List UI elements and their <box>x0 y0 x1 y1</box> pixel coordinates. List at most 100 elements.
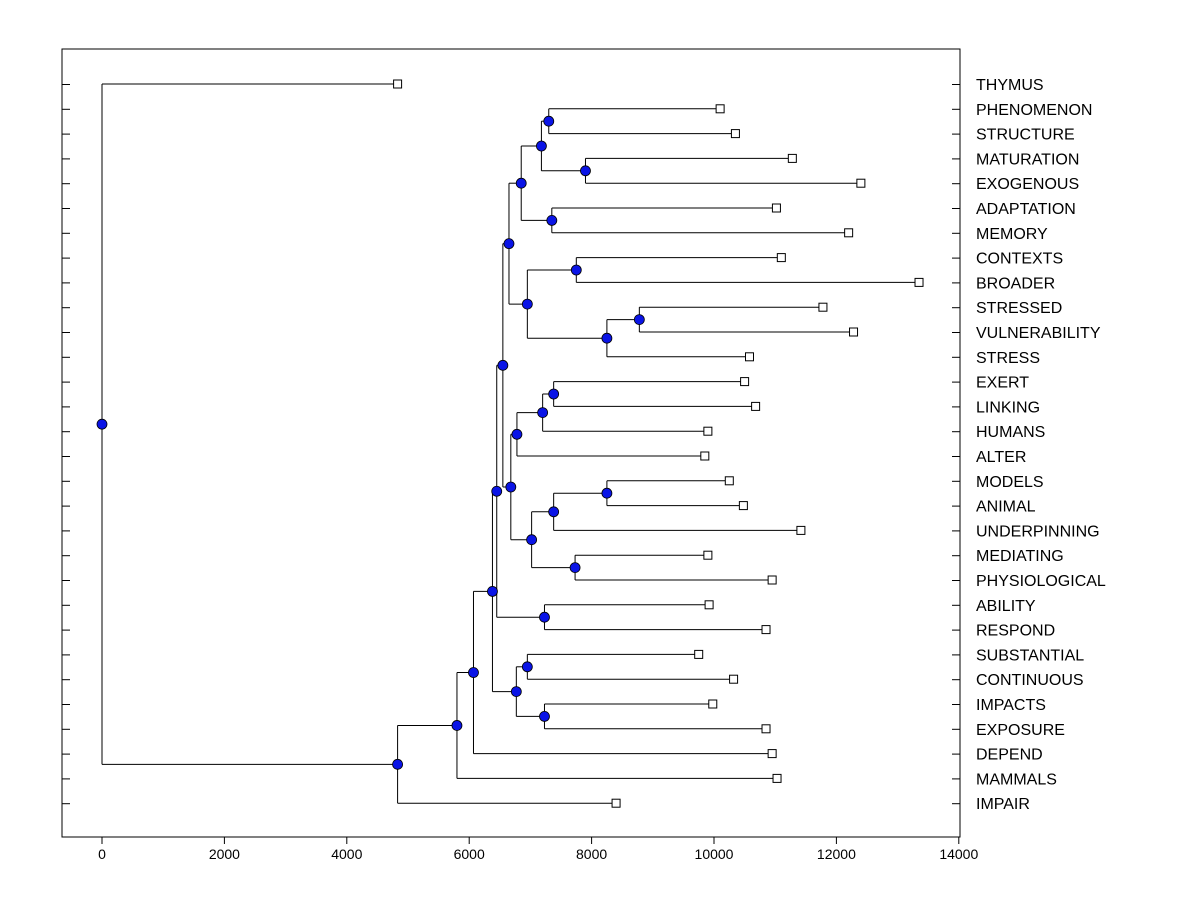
x-tick-label-6000: 6000 <box>454 846 485 862</box>
leaf-label-vulnerability: VULNERABILITY <box>976 325 1101 342</box>
leaf-marker-ability <box>704 600 714 610</box>
merge-node-n7 <box>633 314 645 326</box>
x-tick-label-10000: 10000 <box>695 846 734 862</box>
leaf-label-thymus: THYMUS <box>976 77 1044 94</box>
merge-node-n28 <box>392 758 403 770</box>
leaf-marker-memory <box>844 228 854 238</box>
leaf-label-underpinning: UNDERPINNING <box>976 523 1100 540</box>
leaf-label-animal: ANIMAL <box>976 499 1036 516</box>
x-axis: 0 2000 4000 6000 8000 10000 12000 14000 <box>98 837 978 862</box>
leaf-label-impacts: IMPACTS <box>976 697 1046 714</box>
leaf-marker-broader <box>914 277 924 287</box>
tree-layer <box>96 79 924 808</box>
leaf-label-stress: STRESS <box>976 350 1040 367</box>
merge-node-n13 <box>511 428 523 440</box>
leaf-marker-animal <box>738 501 748 511</box>
leaf-label-structure: STRUCTURE <box>976 127 1075 144</box>
leaf-label-continuous: CONTINUOUS <box>976 672 1084 689</box>
x-tick-label-2000: 2000 <box>209 846 240 862</box>
merge-node-n26 <box>468 667 479 678</box>
merge-node-n5 <box>515 177 527 189</box>
leaf-marker-substantial <box>694 649 704 659</box>
merge-node-n9 <box>521 298 533 310</box>
leaf-marker-continuous <box>729 674 739 684</box>
leaf-label-linking: LINKING <box>976 399 1040 416</box>
leaf-marker-alter <box>700 451 710 461</box>
leaf-label-phenomenon: PHENOMENON <box>976 102 1092 119</box>
leaf-marker-humans <box>703 426 713 436</box>
leaf-marker-thymus <box>393 79 403 89</box>
merge-node-n1 <box>543 115 555 127</box>
x-tick-label-0: 0 <box>98 846 106 862</box>
merge-node-n8 <box>601 332 613 344</box>
merge-node-n24 <box>510 686 522 697</box>
merge-node-n11 <box>548 388 560 400</box>
merge-node-n20 <box>539 611 550 623</box>
leaf-label-maturation: MATURATION <box>976 151 1079 168</box>
merge-node-n15 <box>548 506 560 518</box>
leaf-marker-mammals <box>772 773 782 783</box>
leaf-marker-exert <box>740 377 750 387</box>
leaf-marker-mediating <box>703 550 713 560</box>
merge-node-n18 <box>505 481 517 493</box>
merge-node-n6 <box>570 264 582 276</box>
leaf-marker-stressed <box>818 302 828 312</box>
leaf-marker-maturation <box>787 153 797 163</box>
leaf-marker-respond <box>761 625 771 635</box>
leaf-label-impair: IMPAIR <box>976 796 1030 813</box>
leaf-marker-models <box>724 476 734 486</box>
leaf-marker-adaptation <box>771 203 781 213</box>
leaf-label-alter: ALTER <box>976 449 1026 466</box>
leaf-label-respond: RESPOND <box>976 623 1055 640</box>
leaf-label-exposure: EXPOSURE <box>976 722 1065 739</box>
leaf-label-memory: MEMORY <box>976 226 1048 243</box>
leaf-label-broader: BROADER <box>976 275 1055 292</box>
leaf-label-depend: DEPEND <box>976 747 1043 764</box>
leaf-label-exogenous: EXOGENOUS <box>976 176 1079 193</box>
leaf-marker-phenomenon <box>715 104 725 114</box>
merge-node-n4 <box>546 214 558 226</box>
leaf-label-ability: ABILITY <box>976 598 1036 615</box>
merge-node-root <box>96 418 108 430</box>
merge-node-n25 <box>487 586 498 597</box>
leaf-marker-impair <box>611 798 621 808</box>
leaf-label-stressed: STRESSED <box>976 300 1062 317</box>
merge-node-n23 <box>539 711 550 722</box>
leaf-marker-linking <box>751 401 761 411</box>
x-tick-label-8000: 8000 <box>576 846 607 862</box>
leaf-marker-exposure <box>761 724 771 734</box>
x-tick-label-4000: 4000 <box>331 846 362 862</box>
leaf-label-adaptation: ADAPTATION <box>976 201 1076 218</box>
merge-node-n22 <box>521 661 533 673</box>
leaf-marker-stress <box>744 352 754 362</box>
leaf-marker-impacts <box>708 699 718 709</box>
leaf-label-contexts: CONTEXTS <box>976 251 1063 268</box>
leaf-marker-structure <box>730 129 740 139</box>
merge-node-n17 <box>526 534 538 546</box>
leaf-label-physiological: PHYSIOLOGICAL <box>976 573 1106 590</box>
leaf-label-mediating: MEDIATING <box>976 548 1064 565</box>
merge-node-n21 <box>491 485 503 497</box>
leaf-marker-contexts <box>776 253 786 263</box>
leaf-labels: THYMUS PHENOMENON STRUCTURE MATURATION EXOGE… <box>976 77 1106 813</box>
merge-node-n12 <box>537 407 549 419</box>
leaf-marker-exogenous <box>856 178 866 188</box>
leaf-label-humans: HUMANS <box>976 424 1045 441</box>
x-tick-label-14000: 14000 <box>939 846 978 862</box>
leaf-label-substantial: SUBSTANTIAL <box>976 647 1084 664</box>
leaf-marker-vulnerability <box>849 327 859 337</box>
merge-node-n27 <box>451 720 463 731</box>
merge-node-n10 <box>503 238 515 250</box>
leaf-marker-physiological <box>767 575 777 585</box>
merge-node-n3 <box>536 140 547 152</box>
y-tick-marks <box>62 84 960 805</box>
leaf-label-exert: EXERT <box>976 375 1029 392</box>
x-tick-label-12000: 12000 <box>817 846 856 862</box>
merge-node-n19 <box>497 359 509 371</box>
merge-node-n14 <box>601 487 613 499</box>
merge-node-n16 <box>569 562 581 573</box>
leaf-marker-depend <box>767 749 777 759</box>
leaf-marker-underpinning <box>796 525 806 535</box>
merge-node-n2 <box>580 165 591 177</box>
